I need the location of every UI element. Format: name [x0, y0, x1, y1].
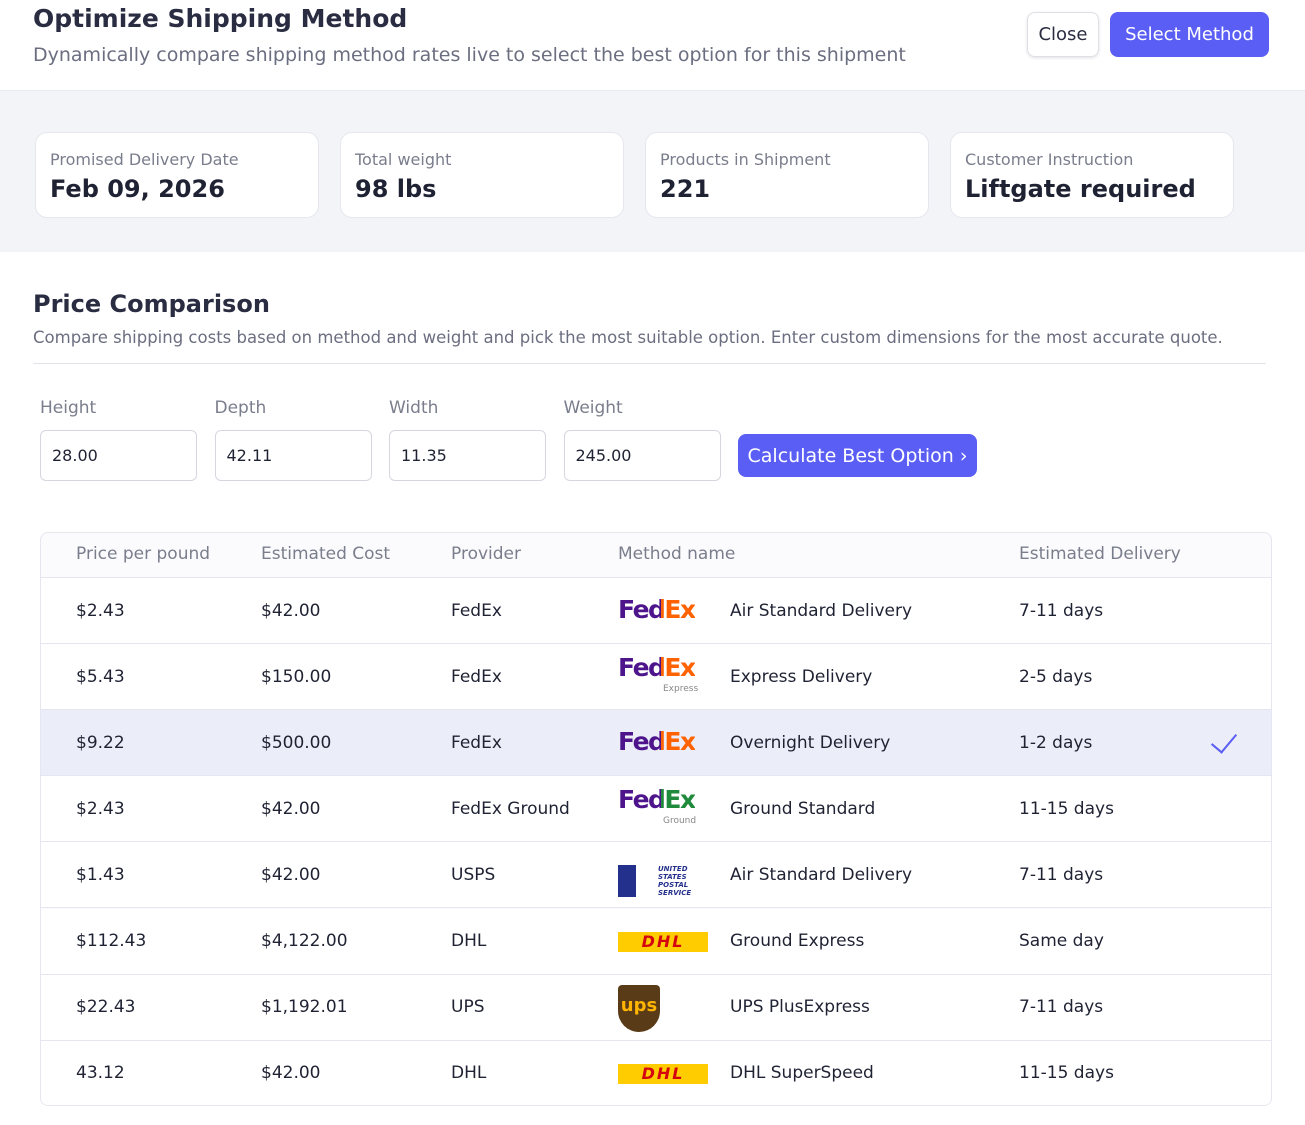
method-cell: Ground Express [730, 931, 865, 952]
delivery-cell: 11-15 days [1019, 1063, 1114, 1084]
table-row[interactable]: $112.43 $4,122.00 DHL Ground Express Same da… [41, 908, 1271, 975]
method-cell: UPS PlusExpress [730, 997, 870, 1018]
dhl-text: DHL [641, 1063, 685, 1083]
calculate-button[interactable]: Calculate Best Option › [738, 434, 977, 477]
provider-cell: FedEx [451, 666, 502, 687]
provider-cell: USPS [451, 864, 496, 885]
method-cell: Overnight Delivery [730, 732, 891, 753]
dhl-logo: DHL [618, 1063, 708, 1084]
method-cell: Air Standard Delivery [730, 600, 913, 621]
rates-table: Price per pound Estimated Cost Provider Met… [40, 532, 1272, 1106]
section-description: Compare shipping costs based on method a… [33, 328, 1223, 347]
summary-value: 221 [660, 175, 711, 203]
summary-card: Products in Shipment 221 [645, 132, 929, 218]
divider [33, 363, 1266, 364]
fedex-logo: FedEx [618, 595, 696, 624]
price-cell: $5.43 [76, 666, 125, 687]
cost-cell: $42.00 [261, 864, 321, 885]
provider-cell: DHL [451, 1063, 487, 1084]
summary-value: Liftgate required [965, 175, 1196, 203]
fedex-logo: FedEx [618, 785, 696, 815]
table-row[interactable]: $9.22 $500.00 FedEx Overnight Delivery 1-2 d… [41, 710, 1271, 777]
price-cell: 43.12 [76, 1063, 125, 1084]
price-cell: $9.22 [76, 732, 125, 753]
provider-cell: FedEx [451, 600, 502, 621]
input-field[interactable]: 42.11 [214, 430, 372, 481]
dhl-text: DHL [641, 931, 685, 951]
delivery-cell: 1-2 days [1019, 732, 1093, 753]
delivery-cell: 7-11 days [1019, 864, 1104, 885]
cost-cell: $42.00 [261, 798, 321, 819]
table-row[interactable]: $2.43 $42.00 FedEx Air Standard Delivery 7-1… [41, 578, 1271, 645]
input-label: Depth [214, 398, 267, 418]
subtitle: Dynamically compare shipping method rate… [33, 44, 906, 66]
input-field[interactable]: 28.00 [40, 430, 197, 481]
summary-label: Products in Shipment [660, 150, 831, 169]
method-cell: DHL SuperSpeed [730, 1063, 874, 1084]
provider-cell: UPS [451, 997, 485, 1018]
select-button[interactable]: Select Method [1110, 12, 1269, 57]
logo-subtext: Ground [663, 816, 697, 827]
ups-logo: ups [618, 984, 660, 1032]
table-row[interactable]: 43.12 $42.00 DHL DHL SuperSpeed 11-15 days DH… [41, 1040, 1271, 1105]
method-cell: Express Delivery [730, 666, 873, 687]
title: Optimize Shipping Method [33, 4, 408, 33]
table-row[interactable]: $1.43 $42.00 USPS Air Standard Delivery 7-11… [41, 842, 1271, 909]
cost-cell: $150.00 [261, 666, 332, 687]
fedex-logo: FedEx [618, 727, 696, 757]
usps-logo: UNITED STATES POSTAL SERVICE [618, 865, 708, 898]
delivery-cell: 11-15 days [1019, 798, 1114, 819]
table-row[interactable]: $5.43 $150.00 FedEx Express Delivery 2-5 day… [41, 644, 1271, 711]
summary-card: Total weight 98 lbs [340, 132, 624, 218]
table-row[interactable]: $22.43 $1,192.01 UPS UPS PlusExpress 7-11 da… [41, 974, 1271, 1041]
column-header: Provider [451, 544, 521, 564]
summary-label: Customer Instruction [965, 150, 1134, 169]
method-cell: Ground Standard [730, 798, 876, 819]
table-row[interactable]: $2.43 $42.00 FedEx Ground Ground Standard 11… [41, 776, 1271, 843]
input-label: Height [40, 398, 97, 418]
summary-label: Promised Delivery Date [50, 150, 239, 169]
cost-cell: $1,192.01 [261, 997, 348, 1018]
summary-label: Total weight [355, 150, 452, 169]
header-divider [41, 577, 1271, 578]
input-field[interactable]: 245.00 [563, 430, 721, 481]
summary-value: 98 lbs [355, 175, 437, 203]
cost-cell: $500.00 [261, 732, 332, 753]
column-header: Estimated Cost [261, 544, 391, 564]
calculate-label: Calculate Best Option [747, 444, 954, 467]
price-cell: $1.43 [76, 864, 125, 885]
delivery-cell: 7-11 days [1019, 997, 1104, 1018]
method-cell: Air Standard Delivery [730, 864, 913, 885]
delivery-cell: Same day [1019, 931, 1104, 952]
summary-card: Customer Instruction Liftgate required [950, 132, 1234, 218]
input-field[interactable]: 11.35 [389, 430, 546, 481]
price-cell: $2.43 [76, 600, 125, 621]
price-cell: $112.43 [76, 931, 147, 952]
column-header: Price per pound [76, 544, 211, 564]
input-label: Width [389, 398, 439, 418]
summary-value: Feb 09, 2026 [50, 175, 225, 203]
selected-check [1210, 726, 1238, 754]
section-title: Price Comparison [33, 290, 270, 318]
input-label: Weight [563, 398, 623, 418]
provider-cell: DHL [451, 931, 487, 952]
provider-cell: FedEx [451, 732, 502, 753]
delivery-cell: 2-5 days [1019, 666, 1093, 687]
price-cell: $2.43 [76, 798, 125, 819]
logo-subtext: Express [663, 684, 699, 695]
cost-cell: $4,122.00 [261, 931, 348, 952]
cost-cell: $42.00 [261, 1063, 321, 1084]
summary-card: Promised Delivery Date Feb 09, 2026 [35, 132, 319, 218]
column-header: Method name [618, 544, 736, 564]
close-button[interactable]: Close [1027, 12, 1099, 57]
dhl-logo: DHL [618, 931, 708, 952]
column-header: Estimated Delivery [1019, 544, 1181, 564]
price-cell: $22.43 [76, 997, 136, 1018]
cost-cell: $42.00 [261, 600, 321, 621]
ups-text: ups [620, 994, 658, 1016]
fedex-logo: FedEx [618, 653, 696, 683]
delivery-cell: 7-11 days [1019, 600, 1104, 621]
provider-cell: FedEx Ground [451, 798, 570, 819]
